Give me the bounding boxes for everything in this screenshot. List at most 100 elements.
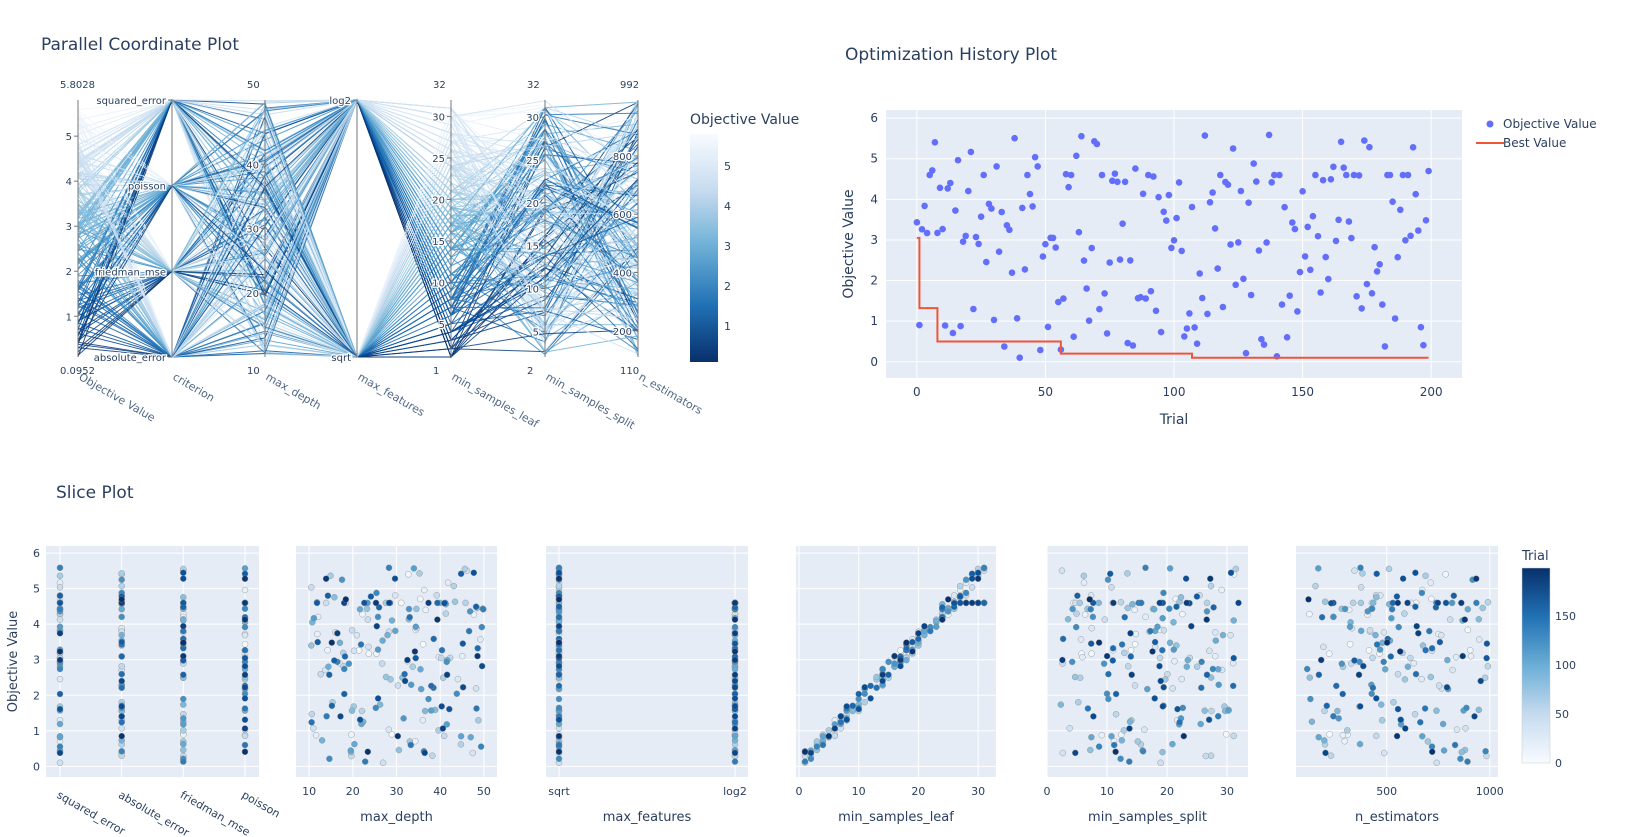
slice-point bbox=[1330, 613, 1337, 621]
slice-point bbox=[731, 648, 739, 655]
parallel-category-label: log2 bbox=[329, 96, 351, 107]
slice-point bbox=[1380, 658, 1387, 666]
slice-point bbox=[1151, 695, 1158, 702]
slice-point bbox=[341, 690, 348, 698]
slice-point bbox=[1184, 656, 1192, 664]
slice-point bbox=[118, 670, 125, 678]
slice-point bbox=[376, 701, 384, 708]
history-point bbox=[1219, 303, 1227, 311]
slice-point bbox=[1438, 632, 1445, 639]
slice-point bbox=[1173, 603, 1180, 610]
slice-point bbox=[241, 575, 249, 582]
history-point bbox=[1335, 216, 1342, 224]
slice-point bbox=[1072, 749, 1079, 757]
parallel-axis-min: 10 bbox=[247, 366, 260, 377]
history-point bbox=[1178, 247, 1185, 255]
history-point bbox=[1417, 323, 1425, 331]
history-point bbox=[993, 163, 1000, 170]
slice-point bbox=[1303, 665, 1311, 673]
history-point bbox=[1276, 171, 1283, 179]
slice-point bbox=[118, 719, 125, 726]
slice-point bbox=[118, 570, 125, 577]
history-point bbox=[967, 148, 975, 156]
slice-point bbox=[419, 641, 427, 648]
slice-panel-max_depth: 10 20 30 40 50 max_depth bbox=[296, 546, 497, 825]
slice-point bbox=[1159, 647, 1166, 654]
slice-point bbox=[1422, 572, 1429, 579]
slice-point bbox=[241, 623, 249, 631]
slice-point bbox=[180, 652, 187, 660]
history-point bbox=[1165, 191, 1173, 199]
history-point bbox=[1106, 259, 1113, 266]
slice-point bbox=[406, 614, 413, 621]
slice-point bbox=[1144, 685, 1151, 693]
history-point bbox=[1307, 266, 1314, 274]
slice-point bbox=[347, 747, 354, 754]
slice-point bbox=[308, 719, 315, 726]
slice-x-tick: 30 bbox=[1220, 785, 1234, 798]
slice-point bbox=[1466, 647, 1474, 654]
slice-point bbox=[1087, 606, 1094, 613]
slice-point bbox=[1182, 575, 1190, 582]
slice-point bbox=[241, 716, 249, 723]
slice-point bbox=[241, 695, 249, 702]
slice-point bbox=[1110, 741, 1118, 749]
slice-point bbox=[1412, 603, 1419, 610]
parallel-axis-label: Objective Value bbox=[77, 370, 158, 424]
slice-point bbox=[1075, 699, 1082, 706]
slice-point bbox=[1193, 593, 1201, 600]
slice-point bbox=[555, 647, 563, 654]
history-point bbox=[1296, 268, 1304, 276]
slice-x-tick: 30 bbox=[971, 785, 985, 798]
slice-point bbox=[1235, 599, 1242, 607]
parallel-axis-min: 2 bbox=[527, 366, 533, 377]
history-y-label: Objective Value bbox=[841, 189, 857, 298]
slice-point bbox=[118, 732, 125, 740]
slice-point bbox=[1149, 648, 1156, 655]
slice-point bbox=[1404, 599, 1411, 607]
slice-point bbox=[241, 647, 249, 654]
slice-point bbox=[56, 749, 64, 757]
slice-point bbox=[434, 616, 441, 623]
slice-point bbox=[1346, 641, 1354, 648]
slice-point bbox=[1428, 595, 1435, 603]
slice-point bbox=[327, 572, 334, 579]
history-point bbox=[1325, 275, 1332, 283]
slice-point bbox=[480, 606, 487, 613]
slice-point bbox=[1205, 716, 1213, 723]
parallel-tick-label: 25 bbox=[526, 156, 539, 167]
slice-point bbox=[308, 584, 315, 591]
slice-point bbox=[1338, 660, 1346, 667]
slice-point bbox=[416, 570, 423, 577]
parallel-category-label: absolute_error bbox=[94, 353, 167, 364]
history-point bbox=[1073, 152, 1080, 160]
slice-point bbox=[433, 592, 440, 599]
slice-point bbox=[1443, 684, 1451, 691]
slice-point bbox=[118, 576, 125, 583]
history-y-tick: 2 bbox=[870, 274, 878, 288]
slice-point bbox=[118, 631, 125, 639]
slice-point bbox=[1333, 682, 1340, 690]
slice-point bbox=[1088, 734, 1095, 741]
slice-point bbox=[470, 569, 477, 576]
slice-point bbox=[374, 613, 382, 621]
slice-point bbox=[1166, 639, 1174, 646]
slice-point bbox=[338, 576, 346, 583]
slice-point bbox=[373, 623, 380, 630]
history-point bbox=[957, 322, 964, 330]
history-point bbox=[1096, 305, 1103, 313]
slice-point bbox=[365, 643, 372, 651]
slice-points bbox=[1303, 564, 1492, 766]
parallel-tick-label: 800 bbox=[613, 152, 632, 163]
slice-point bbox=[241, 586, 249, 594]
slice-x-tick: 20 bbox=[1160, 785, 1174, 798]
history-x-tick: 200 bbox=[1420, 385, 1443, 399]
history-point bbox=[1111, 170, 1119, 177]
history-point bbox=[1026, 190, 1034, 198]
history-point bbox=[1145, 171, 1152, 179]
slice-point bbox=[1177, 594, 1185, 601]
slice-point bbox=[1127, 647, 1135, 654]
slice-point bbox=[56, 720, 64, 728]
slice-point bbox=[1461, 616, 1469, 623]
slice-point bbox=[1479, 604, 1486, 612]
